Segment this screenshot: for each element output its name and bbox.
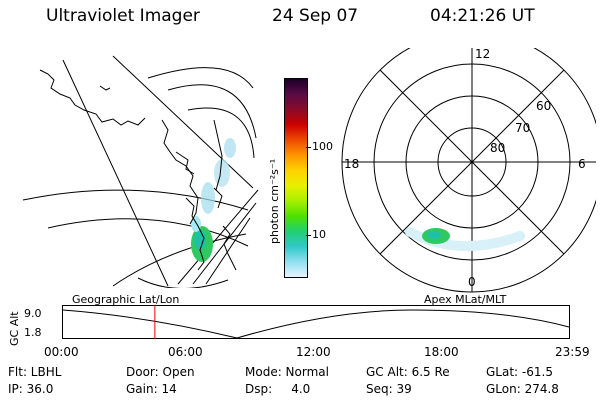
globe-ring <box>147 67 254 89</box>
timeline-xtick-1200: 12:00 <box>296 345 331 359</box>
mlt-label-12: 12 <box>475 48 490 61</box>
timeline-xtick-0600: 06:00 <box>168 345 203 359</box>
time-label: 04:21:26 UT <box>430 6 535 26</box>
timeline-ytick-top: 9.0 <box>24 307 42 320</box>
longitude-line <box>205 217 251 285</box>
coastline <box>39 69 237 271</box>
info-glat: GLat: -61.5 <box>486 365 553 379</box>
polar-diagonal <box>379 69 565 255</box>
aurora-emission-polar <box>405 227 525 252</box>
info-door: Door: Open <box>126 365 195 379</box>
info-flt: Flt: LBHL <box>8 365 62 379</box>
lat-label-60: 60 <box>536 99 551 113</box>
timeline-axis-title: GC Alt <box>8 311 21 346</box>
info-gain: Gain: 14 <box>126 382 177 396</box>
timeline-frame <box>62 305 570 339</box>
colorbar-tick-mark <box>306 235 311 236</box>
info-seq: Seq: 39 <box>366 382 412 396</box>
mlt-label-18: 18 <box>344 157 359 171</box>
mlt-label-0: 0 <box>468 275 476 289</box>
longitude-line <box>62 59 169 287</box>
globe-ring <box>187 107 255 159</box>
colorbar <box>284 78 308 278</box>
lat-label-70: 70 <box>515 121 530 135</box>
longitude-line <box>112 55 254 189</box>
polar-mlt-plot: 12 18 6 0 60 70 80 <box>341 48 596 293</box>
globe-ring <box>137 277 229 288</box>
geographic-map <box>22 55 259 288</box>
polar-ring-outer <box>341 48 596 293</box>
latitude-line <box>22 189 249 211</box>
longitude-line <box>177 189 259 285</box>
colorbar-tick-10: 10 <box>312 228 326 241</box>
instrument-title: Ultraviolet Imager <box>46 6 200 26</box>
date-label: 24 Sep 07 <box>272 6 359 26</box>
info-gc-alt: GC Alt: 6.5 Re <box>366 365 450 379</box>
mlt-label-6: 6 <box>578 157 586 171</box>
latitude-line <box>47 218 249 247</box>
timeline-left-label: Geographic Lat/Lon <box>72 293 180 306</box>
info-dsp: Dsp: 4.0 <box>245 382 311 396</box>
altitude-curve <box>62 309 570 339</box>
timeline-ytick-bottom: 1.8 <box>24 326 42 339</box>
timeline-xtick-1800: 18:00 <box>424 345 459 359</box>
globe-ring <box>167 84 257 139</box>
lat-label-80: 80 <box>490 141 505 155</box>
colorbar-tick-100: 100 <box>312 140 333 153</box>
info-ip: IP: 36.0 <box>8 382 54 396</box>
colorbar-tick-mark <box>306 147 311 148</box>
colorbar-unit-label: photon cm⁻²s⁻¹ <box>268 158 281 244</box>
timeline-right-label: Apex MLat/MLT <box>424 293 507 306</box>
timeline-xtick-0000: 00:00 <box>44 345 79 359</box>
info-glon: GLon: 274.8 <box>486 382 559 396</box>
timeline-plot <box>62 305 570 339</box>
info-mode: Mode: Normal <box>245 365 329 379</box>
timeline-xtick-2359: 23:59 <box>555 345 590 359</box>
